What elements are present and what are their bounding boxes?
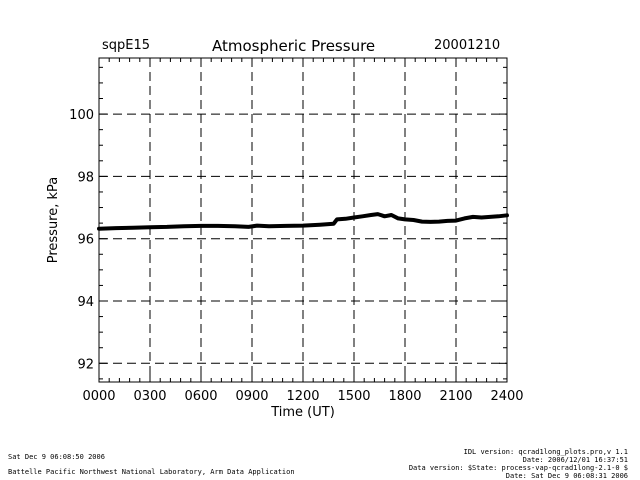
footer-organization: Battelle Pacific Northwest National Labo… — [8, 468, 295, 476]
footer-version-line: Data version: $State: process-vap-qcrad1… — [408, 464, 628, 472]
y-tick-label: 96 — [77, 233, 94, 248]
x-tick-label: 0900 — [235, 389, 268, 404]
site-label: sqpE15 — [102, 38, 151, 53]
x-tick-label: 1200 — [286, 389, 319, 404]
x-tick-label: 1500 — [337, 389, 370, 404]
footer-timestamp: Sat Dec 9 06:08:50 2006 — [8, 453, 105, 461]
x-tick-label: 0000 — [82, 389, 115, 404]
y-axis-label: Pressure, kPa — [46, 177, 61, 264]
footer-version-line: Date: Sat Dec 9 06:08:31 2006 — [505, 472, 628, 480]
x-tick-label: 0600 — [184, 389, 217, 404]
footer-version-info: IDL version: qcrad1long_plots.pro,v 1.1 … — [409, 448, 628, 480]
date-label: 20001210 — [434, 38, 501, 53]
y-tick-label: 92 — [77, 357, 94, 372]
chart-title: Atmospheric Pressure — [212, 37, 376, 55]
y-tick-label: 94 — [77, 295, 94, 310]
pressure-series-line — [97, 212, 509, 231]
x-tick-label: 2100 — [439, 389, 472, 404]
x-axis-label: Time (UT) — [270, 405, 335, 420]
y-tick-label: 100 — [69, 108, 94, 123]
x-tick-label: 0300 — [133, 389, 166, 404]
x-tick-label: 1800 — [388, 389, 421, 404]
x-tick-label: 2400 — [490, 389, 523, 404]
footer-version-line: IDL version: qcrad1long_plots.pro,v 1.1 — [463, 448, 628, 456]
y-tick-label: 98 — [77, 170, 94, 185]
footer-version-line: Date: 2006/12/01 16:37:51 — [522, 456, 628, 464]
